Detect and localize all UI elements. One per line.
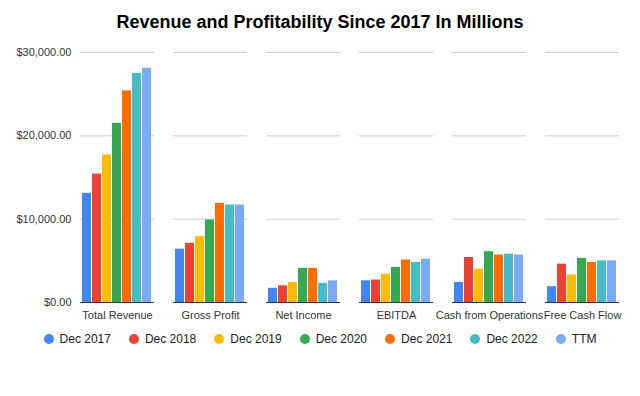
html-text:Revenue and Profitability Sinc: Revenue and Profitability Since 2017 In … bbox=[116, 12, 524, 32]
html-text:Dec 2021: Dec 2021 bbox=[401, 332, 453, 346]
svg-text:Free Cash Flow: Free Cash Flow bbox=[544, 309, 622, 321]
svg-text:Gross Profit: Gross Profit bbox=[181, 309, 239, 321]
html-text:Dec 2017: Dec 2017 bbox=[59, 332, 111, 346]
html-text:Dec 2018: Dec 2018 bbox=[144, 332, 197, 346]
html-text:Dec 2019: Dec 2019 bbox=[230, 332, 282, 346]
svg-text:Total Revenue: Total Revenue bbox=[82, 309, 152, 321]
svg-text:$20,000.00: $20,000.00 bbox=[16, 129, 71, 141]
svg-text:$0.00: $0.00 bbox=[44, 296, 72, 308]
html-text:Dec 2020: Dec 2020 bbox=[315, 332, 367, 346]
svg-text:Cash from Operations: Cash from Operations bbox=[436, 309, 544, 321]
html-text:Dec 2022: Dec 2022 bbox=[486, 332, 538, 346]
svg-text:$10,000.00: $10,000.00 bbox=[16, 213, 71, 225]
svg-text:Net Income: Net Income bbox=[275, 309, 331, 321]
svg-text:EBITDA: EBITDA bbox=[377, 309, 417, 321]
html-text:TTM: TTM bbox=[571, 332, 597, 346]
svg-text:$30,000.00: $30,000.00 bbox=[16, 46, 71, 58]
